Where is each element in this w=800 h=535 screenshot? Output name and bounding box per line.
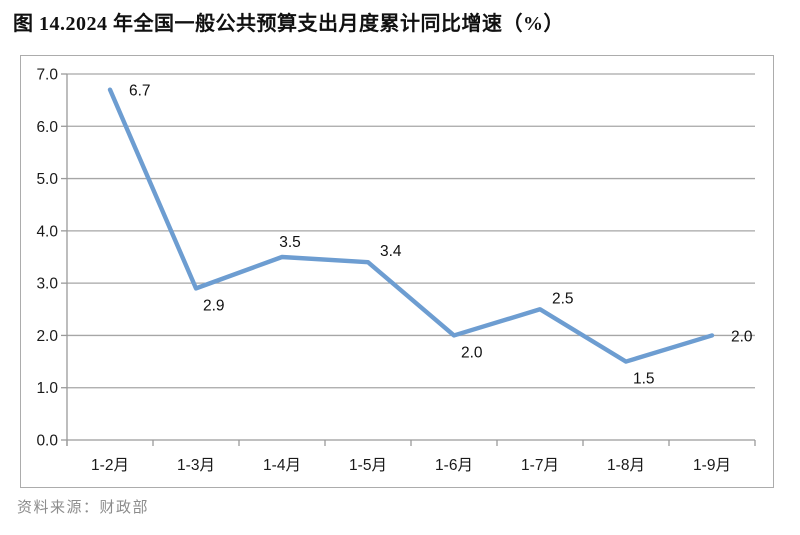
- line-chart: 0.0 1.0 2.0 3.0 4.0 5.0 6.0 7.0 1-2月 1-3月 1-4月 1-5月…: [36, 67, 756, 474]
- x-tick-label: 1-9月: [693, 457, 731, 474]
- x-tick-label: 1-3月: [177, 457, 215, 474]
- x-tick-label: 1-7月: [521, 457, 559, 474]
- y-tick-label: 7.0: [36, 67, 58, 84]
- x-tick-label: 1-4月: [263, 457, 301, 474]
- data-label: 2.9: [203, 297, 225, 314]
- x-tick-label: 1-8月: [607, 457, 645, 474]
- data-label: 2.5: [552, 290, 574, 307]
- y-tick-label: 5.0: [36, 171, 58, 188]
- y-tick-label: 2.0: [36, 328, 58, 345]
- y-tick-label: 1.0: [36, 380, 58, 397]
- data-label: 2.0: [461, 344, 483, 361]
- data-label: 3.5: [279, 234, 301, 251]
- y-tick-label: 0.0: [36, 433, 58, 450]
- y-tick-label: 6.0: [36, 119, 58, 136]
- data-label: 3.4: [380, 243, 402, 260]
- x-tick-label: 1-6月: [435, 457, 473, 474]
- x-tick-label: 1-2月: [91, 457, 129, 474]
- chart-area: 0.0 1.0 2.0 3.0 4.0 5.0 6.0 7.0 1-2月 1-3月 1-4月 1-5月…: [20, 55, 774, 488]
- data-label: 6.7: [129, 83, 151, 100]
- chart-title: 图 14.2024 年全国一般公共预算支出月度累计同比增速（%）: [13, 13, 564, 35]
- x-tick-label: 1-5月: [349, 457, 387, 474]
- data-label: 1.5: [633, 371, 655, 388]
- y-tick-label: 3.0: [36, 276, 58, 293]
- source-note: 资料来源：财政部: [17, 500, 150, 516]
- data-label: 2.0: [731, 328, 753, 345]
- series-line: [107, 87, 715, 364]
- y-tick-label: 4.0: [36, 223, 58, 240]
